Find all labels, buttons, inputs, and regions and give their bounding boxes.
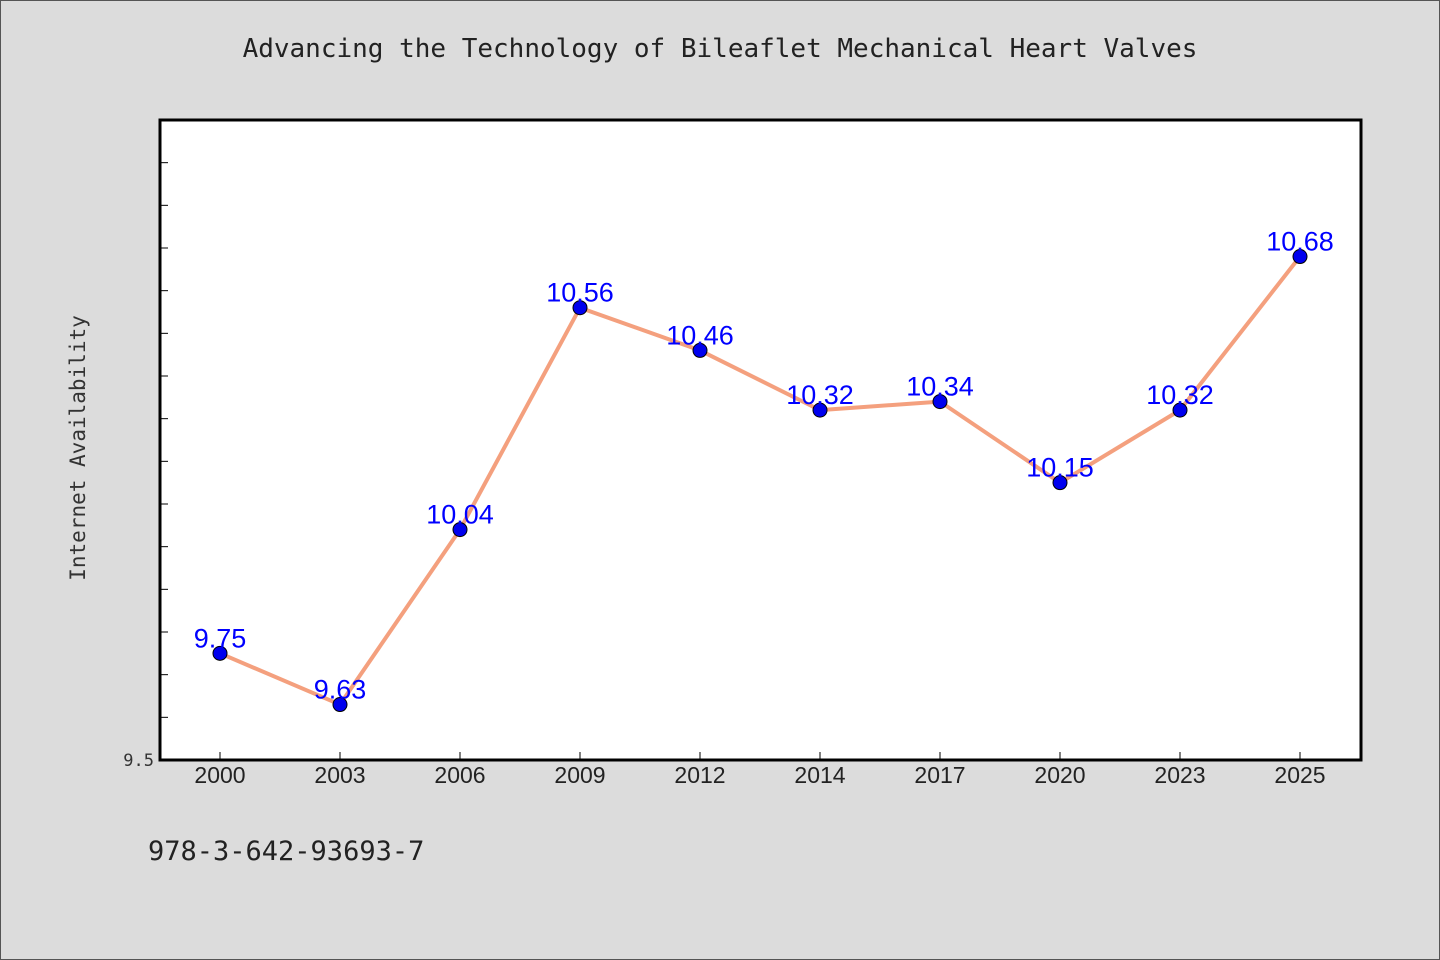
- x-tick-label: 2009: [554, 762, 605, 788]
- data-label: 9.75: [194, 623, 247, 653]
- data-point: [212, 645, 228, 661]
- chart-title: Advancing the Technology of Bileaflet Me…: [242, 34, 1198, 64]
- plot-area: [158, 118, 1363, 762]
- data-point: [452, 522, 468, 538]
- y-axis-ticks: 9.5: [123, 162, 168, 771]
- x-tick-label: 2000: [194, 762, 245, 788]
- data-label: 10.04: [426, 500, 494, 530]
- x-axis-ticks: 2000 2003 2006 2009 2012 2014 2017 2020 2023 2025: [194, 752, 1326, 788]
- data-point: [932, 394, 948, 410]
- data-label: 10.32: [1146, 380, 1214, 410]
- x-tick-label: 2014: [794, 762, 845, 788]
- data-point: [692, 342, 708, 358]
- data-point: [812, 402, 828, 418]
- x-tick-label: 2006: [434, 762, 485, 788]
- data-point: [1172, 402, 1188, 418]
- data-label: 10.32: [786, 380, 854, 410]
- data-label: 10.34: [906, 372, 974, 402]
- data-labels: 9.75 9.63 10.04 10.56 10.46 10.32 10.34 10.15 10…: [194, 227, 1334, 705]
- data-label: 10.56: [546, 278, 614, 308]
- data-label: 10.15: [1026, 453, 1094, 483]
- data-point: [1052, 475, 1068, 491]
- data-label: 9.63: [314, 675, 367, 705]
- y-tick-label: 9.5: [123, 751, 154, 771]
- data-point: [332, 697, 348, 713]
- x-tick-label: 2025: [1274, 762, 1325, 788]
- x-tick-label: 2003: [314, 762, 365, 788]
- x-tick-label: 2012: [674, 762, 725, 788]
- series-line: [218, 254, 1302, 707]
- data-point: [1292, 249, 1308, 265]
- data-label: 10.46: [666, 320, 734, 350]
- isbn-footer: 978-3-642-93693-7: [148, 836, 425, 867]
- data-point: [572, 300, 588, 316]
- data-markers: [212, 249, 1308, 713]
- x-tick-label: 2020: [1034, 762, 1085, 788]
- x-tick-label: 2023: [1154, 762, 1205, 788]
- x-tick-label: 2017: [914, 762, 965, 788]
- data-label: 10.68: [1266, 227, 1334, 257]
